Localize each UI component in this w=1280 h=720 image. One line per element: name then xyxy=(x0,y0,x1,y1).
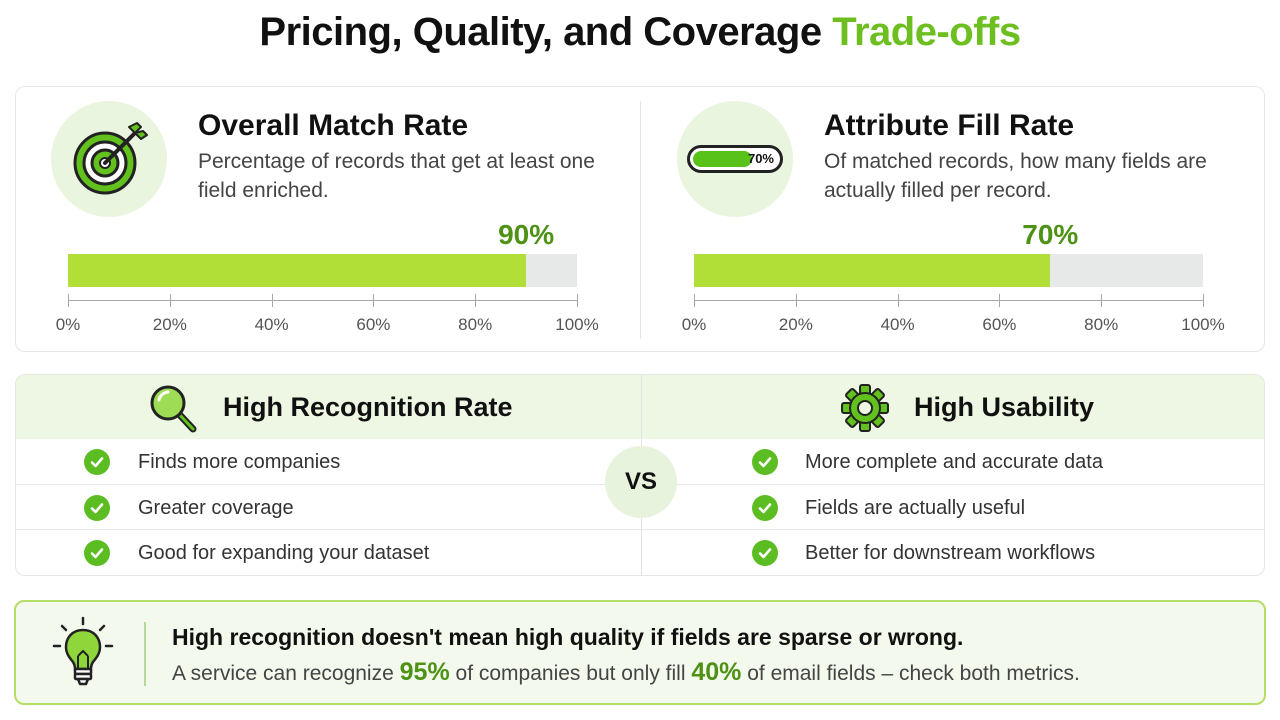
metrics-panel: Overall Match Rate Percentage of records… xyxy=(15,86,1265,352)
insight-highlight-number: 40% xyxy=(691,658,742,686)
magnifier-icon xyxy=(148,383,198,433)
battery-shape: 70% xyxy=(687,145,783,173)
list-item-text: Greater coverage xyxy=(138,497,294,519)
check-icon xyxy=(752,540,778,566)
axis-tick xyxy=(1101,294,1103,307)
vs-badge: VS xyxy=(605,446,677,518)
insight-headline: High recognition doesn't mean high quali… xyxy=(172,624,964,650)
axis-tick xyxy=(577,294,578,307)
page-title: Pricing, Quality, and Coverage Trade-off… xyxy=(0,10,1280,55)
axis-tick-label: 40% xyxy=(880,315,915,334)
check-icon xyxy=(84,495,110,521)
list-item: More complete and accurate data xyxy=(642,439,1264,484)
battery-icon: 70% xyxy=(677,101,793,217)
axis-tick-label: 100% xyxy=(1181,315,1225,334)
comparison-left: High Recognition Rate Finds more compani… xyxy=(16,375,641,575)
axis-line xyxy=(694,300,1203,301)
axis-tick xyxy=(373,294,375,307)
axis-tick xyxy=(68,294,69,307)
insight-body-text: A service can recognize xyxy=(172,662,394,685)
axis-tick xyxy=(897,294,899,307)
metric-description: Of matched records, how many fields are … xyxy=(824,150,1207,202)
progress-track xyxy=(694,254,1203,287)
list-item-text: Better for downstream workflows xyxy=(805,542,1096,564)
progress-axis: 0% 20% 40% 60% 80% 100% xyxy=(682,292,1225,334)
list-item-text: Fields are actually useful xyxy=(805,497,1026,519)
progress-fill xyxy=(68,254,527,287)
axis-tick-label: 80% xyxy=(458,315,493,334)
axis-tick-label: 60% xyxy=(356,315,391,334)
axis-tick xyxy=(475,294,477,307)
axis-tick xyxy=(169,294,171,307)
list-item-text: More complete and accurate data xyxy=(805,451,1103,473)
check-icon xyxy=(84,449,110,475)
axis-tick-label: 20% xyxy=(152,315,187,334)
comparison-right-title: High Usability xyxy=(914,392,1095,422)
axis-tick-label: 60% xyxy=(982,315,1017,334)
metric-match-rate: Overall Match Rate Percentage of records… xyxy=(16,87,641,353)
lightbulb-icon xyxy=(52,616,114,688)
gear-icon xyxy=(840,383,890,433)
list-item: Better for downstream workflows xyxy=(642,529,1264,574)
list-item: Good for expanding your dataset xyxy=(16,529,641,574)
axis-tick-label: 20% xyxy=(778,315,813,334)
title-main: Pricing, Quality, and Coverage xyxy=(259,10,822,54)
metric-value: 70% xyxy=(1022,219,1079,250)
metric-title: Attribute Fill Rate xyxy=(824,109,1075,142)
comparison-panel: High Recognition Rate Finds more compani… xyxy=(15,374,1265,576)
title-accent: Trade-offs xyxy=(832,10,1021,54)
metric-title: Overall Match Rate xyxy=(198,109,469,142)
axis-tick xyxy=(271,294,273,307)
insight-body-text: of companies but only fill xyxy=(455,662,686,685)
progress-track xyxy=(68,254,577,287)
axis-tick xyxy=(1203,294,1204,307)
insight-highlight-number: 95% xyxy=(399,658,450,686)
list-item-text: Good for expanding your dataset xyxy=(138,542,430,564)
check-icon xyxy=(84,540,110,566)
axis-tick-label: 0% xyxy=(681,315,707,334)
check-icon xyxy=(752,449,778,475)
target-icon xyxy=(51,101,167,217)
insight-callout: High recognition doesn't mean high quali… xyxy=(14,600,1266,705)
metric-description: Percentage of records that get at least … xyxy=(198,150,595,202)
metric-fill-rate: 70% Attribute Fill Rate Of matched recor… xyxy=(642,87,1267,353)
battery-label: 70% xyxy=(747,151,774,166)
metrics-divider xyxy=(640,101,641,339)
comparison-header-band xyxy=(16,375,1264,439)
insight-body-text: of email fields – check both metrics. xyxy=(747,662,1080,685)
list-item: Fields are actually useful xyxy=(642,484,1264,529)
comparison-left-title: High Recognition Rate xyxy=(223,392,513,422)
progress-fill xyxy=(694,254,1051,287)
check-icon xyxy=(752,495,778,521)
comparison-right: High Usability More complete and accurat… xyxy=(642,375,1264,575)
progress-axis: 0% 20% 40% 60% 80% 100% xyxy=(56,292,599,334)
list-item-text: Finds more companies xyxy=(138,451,341,473)
axis-tick-label: 80% xyxy=(1084,315,1119,334)
axis-tick xyxy=(694,294,695,307)
insight-body: A service can recognize 95% of companies… xyxy=(172,658,1080,687)
insight-accent-bar xyxy=(144,622,146,686)
axis-line xyxy=(68,300,577,301)
axis-tick xyxy=(999,294,1001,307)
axis-tick-label: 0% xyxy=(55,315,81,334)
metric-value: 90% xyxy=(498,219,555,250)
axis-tick-label: 100% xyxy=(555,315,599,334)
axis-tick xyxy=(795,294,797,307)
list-item: Greater coverage xyxy=(16,484,641,529)
axis-tick-label: 40% xyxy=(254,315,289,334)
battery-fill xyxy=(693,151,752,167)
list-item: Finds more companies xyxy=(16,439,641,484)
